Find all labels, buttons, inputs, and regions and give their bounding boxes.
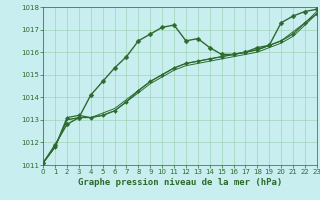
X-axis label: Graphe pression niveau de la mer (hPa): Graphe pression niveau de la mer (hPa) bbox=[78, 178, 282, 187]
